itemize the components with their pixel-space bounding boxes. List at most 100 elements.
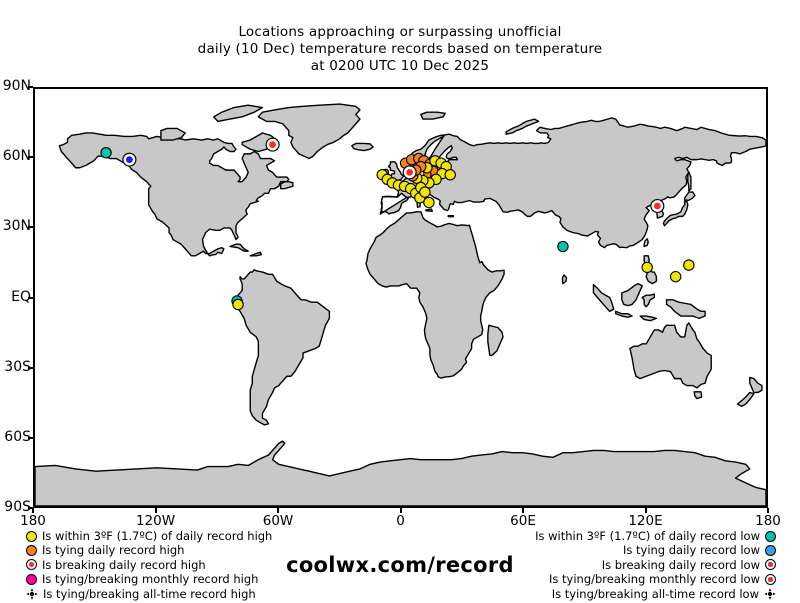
legend-item: Is tying/breaking all-time record high bbox=[26, 587, 326, 601]
landmass bbox=[641, 293, 656, 308]
landmass bbox=[749, 376, 763, 394]
circle-ring-red-icon bbox=[26, 559, 37, 571]
data-point-dot bbox=[419, 186, 431, 198]
landmass bbox=[615, 310, 633, 318]
legend-item: Is tying daily record low bbox=[466, 543, 776, 557]
x-axis-label: 60E bbox=[510, 513, 536, 529]
landmass bbox=[561, 274, 568, 285]
data-point-dot bbox=[683, 259, 695, 271]
brand-label: coolwx.com/record bbox=[286, 553, 514, 577]
landmass bbox=[420, 111, 446, 120]
landmass bbox=[662, 200, 689, 227]
map-data-point bbox=[683, 259, 695, 271]
y-axis-label: 30N bbox=[2, 218, 31, 235]
title-line-3: at 0200 UTC 10 Dec 2025 bbox=[310, 58, 490, 74]
map-data-point bbox=[669, 270, 682, 283]
data-point-dot bbox=[669, 270, 682, 283]
legend-record-high: Is within 3ºF (1.7ºC) of daily record hi… bbox=[26, 529, 326, 601]
landmass bbox=[629, 322, 712, 389]
y-axis-label: 60S bbox=[4, 428, 31, 445]
legend-item-label: Is tying/breaking all-time record low bbox=[551, 586, 759, 601]
y-axis-label: 90S bbox=[4, 499, 31, 515]
y-axis-tick bbox=[28, 226, 33, 229]
data-point-dot bbox=[557, 240, 569, 253]
legend-item: Is breaking daily record high bbox=[26, 558, 326, 572]
x-axis-tick bbox=[522, 508, 524, 513]
landmass bbox=[645, 268, 658, 285]
y-axis-tick bbox=[28, 436, 33, 439]
landmass bbox=[665, 299, 706, 320]
landmass bbox=[693, 391, 703, 400]
landmass bbox=[643, 238, 649, 248]
landmass bbox=[592, 284, 615, 313]
legend-item: Is tying/breaking all-time record low bbox=[466, 587, 776, 601]
landmass bbox=[425, 208, 433, 213]
legend-record-low: Is within 3ºF (1.7ºC) of daily record lo… bbox=[466, 529, 776, 601]
page-title: Locations approaching or surpassing unof… bbox=[0, 24, 800, 75]
map-data-point bbox=[419, 186, 431, 198]
legend-marker-core bbox=[768, 576, 773, 582]
y-axis-label: 30S bbox=[4, 358, 31, 375]
data-point-dot bbox=[232, 298, 244, 311]
y-axis-tick bbox=[28, 156, 33, 159]
map-data-point bbox=[122, 152, 137, 167]
circle-ring-blue-icon bbox=[765, 559, 776, 571]
landmass bbox=[58, 132, 290, 257]
x-axis-label: 120E bbox=[628, 513, 663, 529]
starburst-black-icon bbox=[26, 587, 38, 600]
landmass bbox=[487, 324, 504, 357]
y-axis-label: 90N bbox=[2, 78, 31, 94]
data-point-core bbox=[653, 202, 661, 210]
y-axis-tick bbox=[28, 366, 33, 369]
x-axis-tick bbox=[32, 508, 34, 513]
landmass bbox=[279, 181, 294, 190]
landmass bbox=[639, 315, 658, 322]
data-point-dot bbox=[100, 147, 112, 159]
landmass bbox=[35, 440, 766, 506]
circle-yellow-icon bbox=[26, 530, 37, 542]
y-axis-tick bbox=[28, 507, 33, 509]
title-line-1: Locations approaching or surpassing unof… bbox=[238, 24, 562, 40]
map-data-point bbox=[232, 298, 244, 311]
landmass bbox=[621, 282, 643, 307]
y-axis-tick bbox=[28, 296, 33, 299]
map-data-point bbox=[100, 147, 112, 159]
landmass bbox=[684, 191, 696, 201]
x-axis-tick bbox=[644, 508, 647, 513]
legend-item: Is tying daily record high bbox=[26, 543, 326, 557]
landmass bbox=[229, 243, 249, 252]
circle-magenta-icon bbox=[26, 573, 37, 585]
legend-item-label: Is tying daily record high bbox=[42, 543, 185, 558]
data-point-core bbox=[406, 169, 414, 176]
landmass bbox=[447, 214, 455, 218]
landmass bbox=[505, 118, 540, 135]
map-data-point bbox=[444, 169, 456, 181]
legend-item: Is within 3ºF (1.7ºC) of daily record hi… bbox=[26, 529, 326, 543]
starburst-black-icon bbox=[764, 587, 776, 600]
landmass bbox=[160, 127, 186, 141]
y-axis: 90N 60N 30N EQ 30S 60S 90S bbox=[0, 0, 31, 600]
x-axis-label: 60W bbox=[262, 513, 294, 529]
legend-item: Is breaking daily record low bbox=[466, 558, 776, 572]
legend-item: Is tying/breaking monthly record high bbox=[26, 572, 326, 586]
circle-ring-navy-icon bbox=[765, 573, 776, 585]
landmass bbox=[235, 268, 331, 426]
landmass bbox=[365, 211, 505, 379]
data-point-dot bbox=[444, 169, 456, 181]
data-point-dot bbox=[423, 196, 435, 209]
y-axis-label: EQ bbox=[11, 288, 31, 305]
data-point-dot bbox=[641, 261, 653, 274]
legend-item: Is tying/breaking monthly record low bbox=[466, 572, 776, 586]
map-data-point bbox=[402, 165, 417, 180]
x-axis-tick bbox=[767, 508, 769, 513]
landmass bbox=[687, 171, 692, 192]
legend-item-label: Is tying/breaking all-time record high bbox=[43, 586, 256, 601]
data-point-core bbox=[126, 156, 133, 164]
y-axis-label: 60N bbox=[2, 148, 31, 165]
legend-item-label: Is tying/breaking monthly record high bbox=[42, 572, 259, 587]
legend-item-label: Is breaking daily record low bbox=[601, 557, 760, 572]
circle-orange-icon bbox=[26, 545, 37, 557]
map-data-point bbox=[650, 198, 665, 214]
data-points-layer bbox=[100, 137, 695, 311]
landmass bbox=[213, 104, 264, 123]
